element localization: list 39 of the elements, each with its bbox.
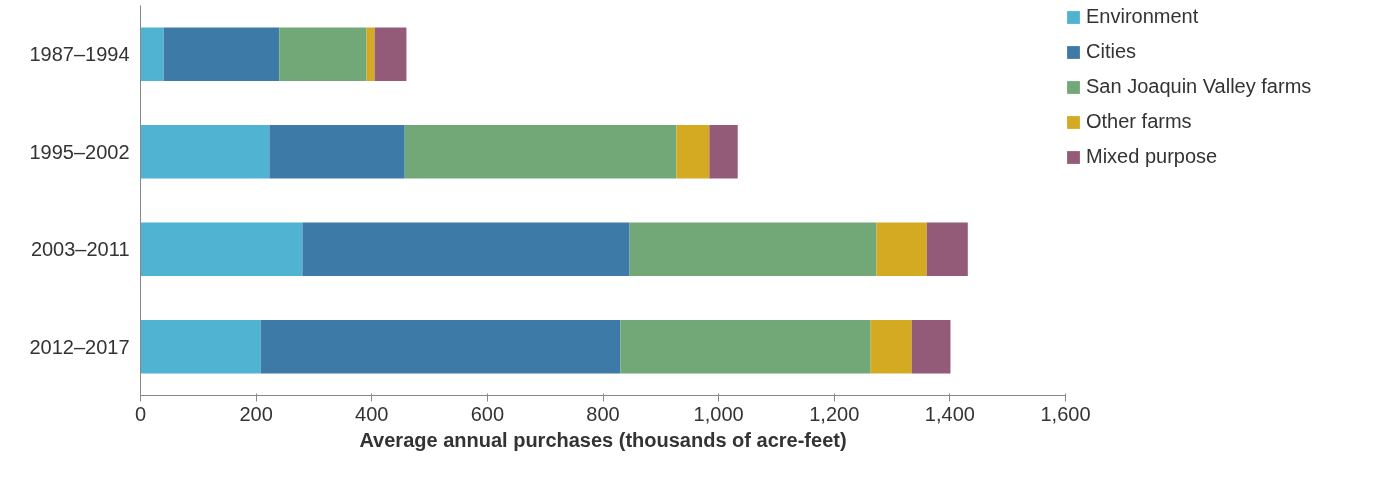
bar (926, 222, 968, 277)
bar (911, 319, 951, 374)
y-tick-label: 2003–2011 (30, 238, 130, 261)
x-tick-label: 200 (239, 402, 273, 425)
bar (374, 27, 407, 82)
bar (140, 27, 164, 82)
bar (629, 222, 877, 277)
legend-label: Mixed purpose (1086, 145, 1218, 168)
bar (140, 124, 270, 179)
bar (709, 124, 738, 179)
y-tick-label: 1995–2002 (29, 140, 130, 163)
legend-label: Other farms (1086, 110, 1192, 133)
x-tick-label: 1,200 (809, 402, 860, 425)
legend-label: Cities (1086, 40, 1137, 63)
bar (302, 222, 630, 277)
legend-label: San Joaquin Valley farms (1086, 75, 1312, 98)
x-tick-label: 400 (355, 402, 389, 425)
bar (404, 124, 677, 179)
bar (163, 27, 280, 82)
bar (140, 319, 261, 374)
bar (870, 319, 912, 374)
legend-label: Environment (1086, 5, 1199, 28)
bar (279, 27, 367, 82)
bar (876, 222, 927, 277)
x-tick-label: 1,400 (924, 402, 975, 425)
bar (260, 319, 621, 374)
x-tick-label: 1,000 (693, 402, 744, 425)
x-tick-label: 600 (470, 402, 505, 425)
x-tick-label: 0 (134, 402, 147, 425)
x-axis-title: Average annual purchases (thousands of acre-feet) (359, 428, 847, 451)
y-tick-label: 1987–1994 (29, 43, 130, 66)
bar (676, 124, 710, 179)
bar (366, 27, 375, 82)
y-tick-label: 2012–2017 (29, 335, 130, 358)
bar (620, 319, 871, 374)
bar (269, 124, 405, 179)
bar (140, 222, 303, 277)
x-tick-label: 1,600 (1040, 402, 1091, 425)
x-tick-label: 800 (586, 402, 620, 425)
